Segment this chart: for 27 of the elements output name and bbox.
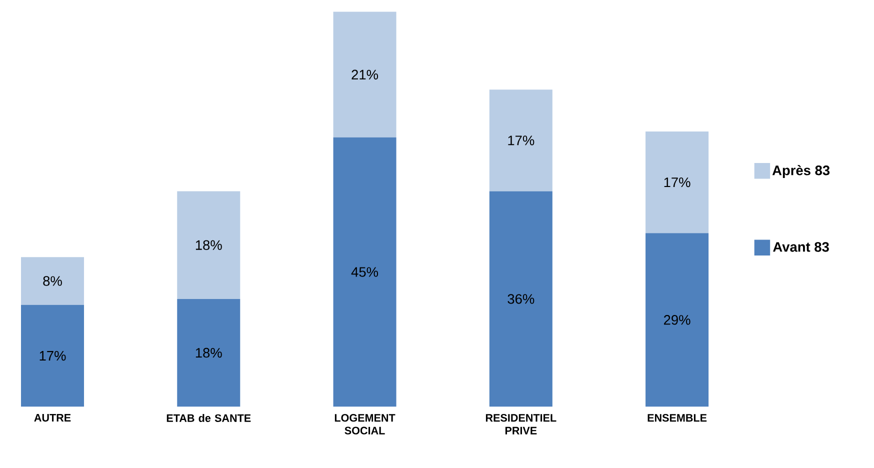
data-label: 36% xyxy=(508,294,534,304)
bar xyxy=(333,138,396,407)
data-label: 18% xyxy=(196,240,222,250)
bar xyxy=(646,132,709,234)
bar xyxy=(21,257,84,306)
x-tick-label: ETAB de SANTE xyxy=(166,414,251,422)
bar xyxy=(646,233,709,407)
x-tick-label: ENSEMBLE xyxy=(648,414,707,422)
data-label: 29% xyxy=(664,315,690,325)
bar xyxy=(177,191,240,300)
data-label: 21% xyxy=(352,70,378,80)
x-tick-label: RESIDENTIEL PRIVE xyxy=(486,414,556,434)
x-tick-label: LOGEMENT SOCIAL xyxy=(334,414,396,435)
bar xyxy=(333,12,396,138)
legend-label: Avant 83 xyxy=(773,242,829,252)
bar xyxy=(177,299,240,407)
data-label: 8% xyxy=(43,276,62,286)
data-label: 17% xyxy=(40,351,66,361)
data-label: 18% xyxy=(196,348,222,358)
data-label: 17% xyxy=(664,178,690,188)
bar xyxy=(21,305,84,407)
legend-label: Après 83 xyxy=(772,165,830,178)
bar xyxy=(489,90,552,192)
data-label: 17% xyxy=(508,136,534,146)
x-tick-label: AUTRE xyxy=(34,414,71,422)
data-label: 45% xyxy=(351,267,378,278)
bar xyxy=(489,191,552,407)
